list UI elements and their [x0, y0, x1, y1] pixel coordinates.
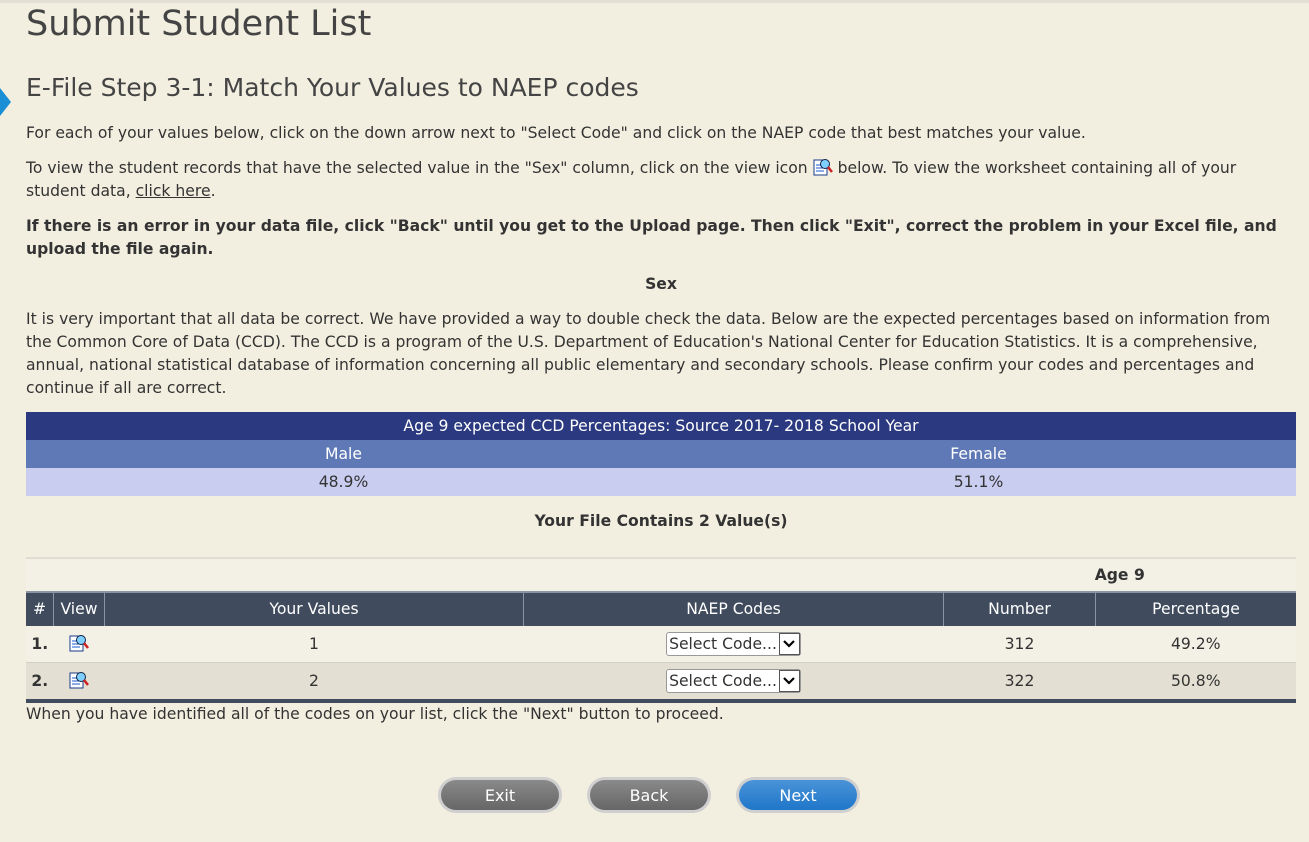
footer-note: When you have identified all of the code…	[26, 705, 724, 723]
table-row: 1. 1 Select Code... 312 49.2%	[26, 626, 1296, 663]
your-value: 2	[104, 662, 524, 703]
ccd-percentages-table: Age 9 expected CCD Percentages: Source 2…	[26, 412, 1296, 496]
back-button[interactable]: Back	[587, 777, 711, 813]
ccd-header-male: Male	[26, 440, 661, 468]
values-table: Age 9 # View Your Values NAEP Codes Numb…	[26, 557, 1296, 703]
page-title: Submit Student List	[26, 4, 372, 44]
col-your-values: Your Values	[104, 591, 524, 626]
row-number: 1.	[26, 626, 54, 663]
ccd-table-title: Age 9 expected CCD Percentages: Source 2…	[26, 412, 1296, 440]
section-heading: Sex	[645, 275, 677, 293]
chevron-down-icon[interactable]	[778, 633, 800, 655]
table-row: 2. 2 Select Code... 322 50.8%	[26, 662, 1296, 703]
exit-button[interactable]: Exit	[438, 777, 562, 813]
view-icon[interactable]	[69, 670, 89, 690]
chevron-down-icon[interactable]	[778, 670, 800, 692]
col-number-count: Number	[943, 591, 1096, 626]
file-summary: Your File Contains 2 Value(s)	[534, 512, 788, 530]
col-naep-codes: NAEP Codes	[523, 591, 944, 626]
view-icon[interactable]	[69, 633, 89, 653]
ccd-value-male: 48.9%	[26, 468, 661, 496]
percentage-value: 49.2%	[1095, 626, 1296, 663]
next-button[interactable]: Next	[736, 777, 860, 813]
click-here-link[interactable]: click here	[135, 182, 211, 200]
col-view: View	[53, 591, 105, 626]
naep-code-select[interactable]: Select Code...	[666, 669, 801, 693]
view-icon	[813, 159, 833, 176]
top-border	[0, 0, 1309, 3]
ccd-value-female: 51.1%	[661, 468, 1296, 496]
col-percentage: Percentage	[1095, 591, 1296, 626]
number-value: 312	[943, 626, 1096, 663]
naep-code-select[interactable]: Select Code...	[666, 632, 801, 656]
col-number: #	[26, 591, 54, 626]
instruction-2: To view the student records that have th…	[26, 159, 1237, 200]
number-value: 322	[943, 662, 1096, 703]
ccd-explanation: It is very important that all data be co…	[26, 310, 1271, 397]
ccd-header-female: Female	[661, 440, 1296, 468]
instruction-1: For each of your values below, click on …	[26, 124, 1086, 142]
age-group-label: Age 9	[943, 557, 1296, 592]
step-title: E-File Step 3-1: Match Your Values to NA…	[26, 73, 639, 102]
row-number: 2.	[26, 662, 54, 703]
step-indicator-arrow-icon	[0, 88, 11, 116]
percentage-value: 50.8%	[1095, 662, 1296, 703]
your-value: 1	[104, 626, 524, 663]
error-warning: If there is an error in your data file, …	[26, 217, 1277, 258]
main-content: For each of your values below, click on …	[26, 122, 1296, 738]
